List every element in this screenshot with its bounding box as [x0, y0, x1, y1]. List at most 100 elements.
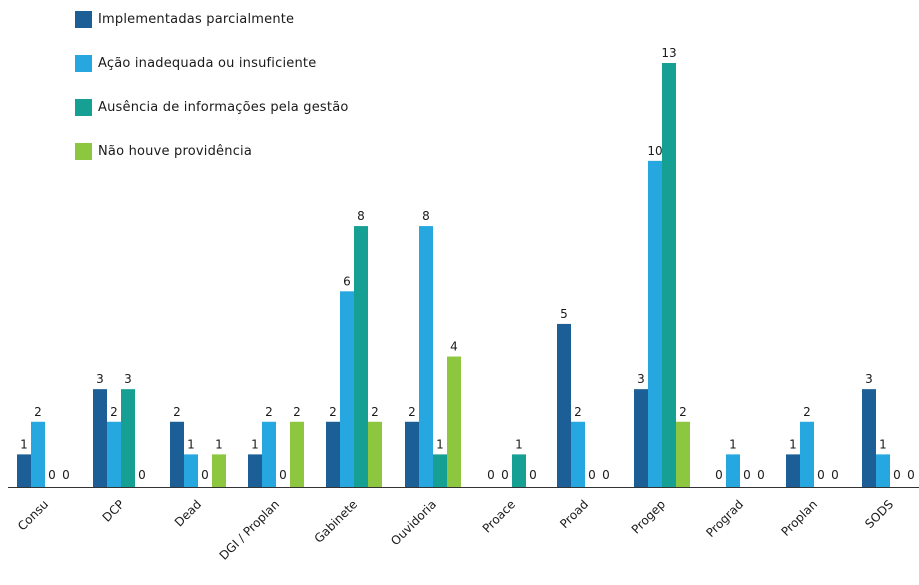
data-label: 0: [62, 468, 70, 482]
data-label: 2: [110, 405, 118, 419]
legend: Implementadas parcialmente Ação inadequa…: [75, 8, 349, 184]
data-label: 0: [487, 468, 495, 482]
bar: [786, 454, 800, 487]
data-label: 0: [201, 468, 209, 482]
bar: [170, 421, 184, 487]
legend-label: Ausência de informações pela gestão: [98, 99, 349, 115]
x-tick-label: Dead: [172, 497, 204, 529]
data-label: 2: [173, 405, 181, 419]
data-label: 2: [803, 405, 811, 419]
legend-item-nao-houve: Não houve providência: [75, 140, 349, 162]
data-label: 0: [602, 468, 610, 482]
data-label: 6: [343, 274, 351, 288]
legend-label: Implementadas parcialmente: [98, 11, 295, 27]
legend-swatch: [75, 98, 92, 116]
bar: [634, 389, 648, 487]
bar: [368, 421, 382, 487]
bar: [800, 421, 814, 487]
bar: [405, 421, 419, 487]
bar: [676, 421, 690, 487]
data-label: 0: [715, 468, 723, 482]
bar: [354, 226, 368, 488]
bar: [326, 421, 340, 487]
data-label: 1: [729, 437, 737, 451]
data-label: 0: [893, 468, 901, 482]
x-tick-label: DCP: [100, 497, 127, 524]
x-tick-label: Proplan: [778, 497, 820, 539]
bar: [726, 454, 740, 487]
x-tick-label: Prograd: [703, 497, 746, 540]
data-label: 2: [371, 405, 379, 419]
data-label: 1: [436, 437, 444, 451]
data-label: 1: [879, 437, 887, 451]
data-label: 2: [408, 405, 416, 419]
data-label: 10: [647, 144, 662, 158]
data-label: 0: [757, 468, 765, 482]
bar: [212, 454, 226, 487]
legend-item-ausencia: Ausência de informações pela gestão: [75, 96, 349, 118]
bar: [512, 454, 526, 487]
x-tick-label: Gabinete: [312, 497, 361, 546]
data-label: 0: [907, 468, 915, 482]
x-tick-label: Progep: [629, 497, 668, 536]
data-label: 3: [96, 372, 104, 386]
data-label: 4: [450, 340, 458, 354]
legend-swatch: [75, 54, 92, 72]
bar: [662, 63, 676, 487]
data-label: 0: [743, 468, 751, 482]
data-label: 8: [422, 209, 430, 223]
data-label: 8: [357, 209, 365, 223]
data-label: 1: [251, 437, 259, 451]
x-tick-label: Proad: [557, 497, 591, 531]
data-label: 2: [574, 405, 582, 419]
data-label: 0: [529, 468, 537, 482]
bar: [433, 454, 447, 487]
data-label: 1: [20, 437, 28, 451]
data-label: 3: [637, 372, 645, 386]
bar: [571, 421, 585, 487]
data-label: 5: [560, 307, 568, 321]
legend-swatch: [75, 10, 92, 28]
data-label: 0: [588, 468, 596, 482]
bar: [862, 389, 876, 487]
bar: [419, 226, 433, 488]
bar: [557, 323, 571, 487]
bar: [107, 421, 121, 487]
legend-label: Não houve providência: [98, 143, 253, 159]
data-label: 2: [34, 405, 42, 419]
bar: [17, 454, 31, 487]
x-tick-label: Consu: [15, 497, 51, 533]
data-label: 1: [789, 437, 797, 451]
bar: [340, 291, 354, 487]
data-label: 2: [679, 405, 687, 419]
data-label: 2: [293, 405, 301, 419]
bar: [290, 421, 304, 487]
data-label: 1: [187, 437, 195, 451]
data-label: 0: [138, 468, 146, 482]
bar: [447, 356, 461, 487]
data-label: 1: [515, 437, 523, 451]
legend-item-acao-inadequada: Ação inadequada ou insuficiente: [75, 52, 349, 74]
x-tick-label: Ouvidoria: [388, 497, 439, 548]
data-label: 0: [501, 468, 509, 482]
data-label: 2: [265, 405, 273, 419]
bar: [248, 454, 262, 487]
x-tick-label: Proace: [480, 497, 518, 535]
data-label: 3: [124, 372, 132, 386]
bar: [262, 421, 276, 487]
data-label: 1: [215, 437, 223, 451]
legend-swatch: [75, 142, 92, 160]
bar: [93, 389, 107, 487]
bar: [31, 421, 45, 487]
legend-label: Ação inadequada ou insuficiente: [98, 55, 317, 71]
x-tick-label: DGI / Proplan: [217, 497, 283, 563]
data-label: 2: [329, 405, 337, 419]
data-label: 13: [661, 46, 676, 60]
data-label: 0: [831, 468, 839, 482]
data-label: 0: [279, 468, 287, 482]
bar: [121, 389, 135, 487]
x-tick-label: SODS: [862, 497, 896, 531]
data-label: 0: [48, 468, 56, 482]
data-label: 0: [817, 468, 825, 482]
